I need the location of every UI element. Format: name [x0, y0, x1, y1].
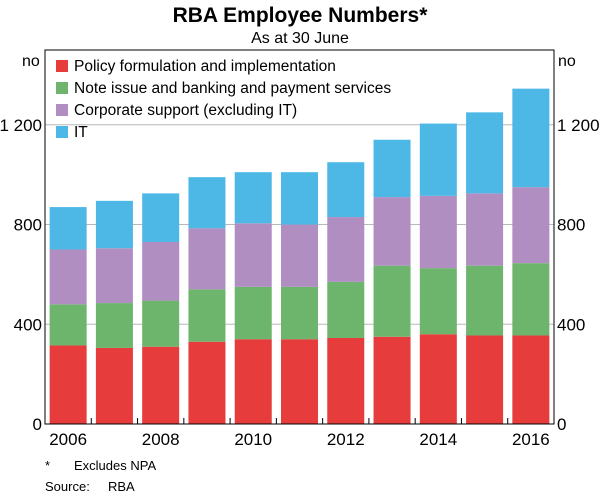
bar-segment — [419, 334, 457, 424]
x-tick-label: 2008 — [142, 430, 180, 449]
x-tick-label: 2010 — [234, 430, 272, 449]
y-tick-label-right: 400 — [557, 315, 585, 334]
x-tick-label: 2016 — [512, 430, 550, 449]
bars — [49, 88, 550, 424]
bar-segment — [95, 303, 133, 348]
bar-segment — [327, 337, 365, 424]
legend-swatch — [56, 60, 68, 72]
bar-segment — [512, 263, 550, 336]
y-ticks: 0 0 400 400 800 800 1 200 1 200 — [0, 116, 600, 434]
bar-segment — [234, 286, 272, 340]
bar-segment — [466, 335, 504, 424]
legend-label: IT — [74, 124, 88, 141]
bar-segment — [95, 200, 133, 249]
bar-segment — [327, 217, 365, 282]
footnote-text: Excludes NPA — [74, 458, 156, 473]
source-label: Source: — [45, 479, 90, 494]
bar-segment — [49, 207, 87, 250]
legend-label: Policy formulation and implementation — [74, 58, 336, 75]
bar-segment — [419, 268, 457, 335]
bar-segment — [373, 265, 411, 337]
bar-segment — [466, 112, 504, 194]
bar-segment — [188, 341, 226, 424]
bar-segment — [49, 249, 87, 305]
bar-segment — [512, 335, 550, 424]
x-ticks: 2006 2008 2010 2012 2014 2016 — [44, 418, 555, 449]
bar-segment — [280, 172, 319, 225]
bar-segment — [327, 281, 365, 338]
bar-segment — [234, 172, 272, 224]
legend-label: Corporate support (excluding IT) — [74, 102, 297, 119]
y-tick-label-right: 0 — [557, 415, 566, 434]
chart-title: RBA Employee Numbers* — [173, 4, 429, 27]
y-tick-label-right: 1 200 — [557, 116, 600, 135]
legend-swatch — [56, 104, 68, 116]
bar-segment — [49, 304, 87, 346]
x-tick-label: 2006 — [49, 430, 87, 449]
footnote-marker: * — [45, 458, 50, 473]
bar-segment — [188, 228, 226, 290]
bar-segment — [512, 88, 550, 188]
bar-segment — [234, 223, 272, 287]
bar-segment — [49, 345, 87, 424]
bar-segment — [466, 265, 504, 336]
bar-segment — [373, 197, 411, 266]
legend-swatch — [56, 82, 68, 94]
bar-segment — [142, 346, 180, 424]
legend: Policy formulation and implementation Not… — [56, 58, 391, 141]
bar-segment — [280, 286, 319, 340]
bar-segment — [419, 123, 457, 196]
bar-segment — [142, 300, 180, 347]
x-tick-label: 2014 — [419, 430, 457, 449]
x-tick-label: 2012 — [327, 430, 365, 449]
y-unit-right: no — [558, 53, 576, 70]
y-tick-label-left: 0 — [33, 415, 42, 434]
bar-segment — [234, 339, 272, 424]
bar-segment — [466, 193, 504, 266]
y-tick-label-left: 800 — [14, 216, 42, 235]
bar-segment — [188, 177, 226, 229]
bar-segment — [280, 224, 319, 287]
legend-label: Note issue and banking and payment servi… — [74, 80, 391, 97]
bar-segment — [373, 336, 411, 424]
bar-segment — [373, 139, 411, 198]
chart-subtitle: As at 30 June — [251, 30, 349, 47]
y-tick-label-left: 400 — [14, 315, 42, 334]
bar-segment — [280, 339, 319, 424]
bar-segment — [142, 241, 180, 301]
bar-segment — [419, 195, 457, 269]
bar-segment — [142, 193, 180, 242]
bar-segment — [512, 187, 550, 264]
bar-segment — [95, 248, 133, 304]
y-tick-label-right: 800 — [557, 216, 585, 235]
bar-segment — [327, 162, 365, 218]
bar-segment — [95, 347, 133, 424]
bar-segment — [188, 289, 226, 342]
plot-frame — [44, 49, 555, 425]
y-unit-left: no — [22, 53, 40, 70]
y-tick-label-left: 1 200 — [0, 116, 42, 135]
legend-swatch — [56, 126, 68, 138]
source-text: RBA — [108, 479, 135, 494]
